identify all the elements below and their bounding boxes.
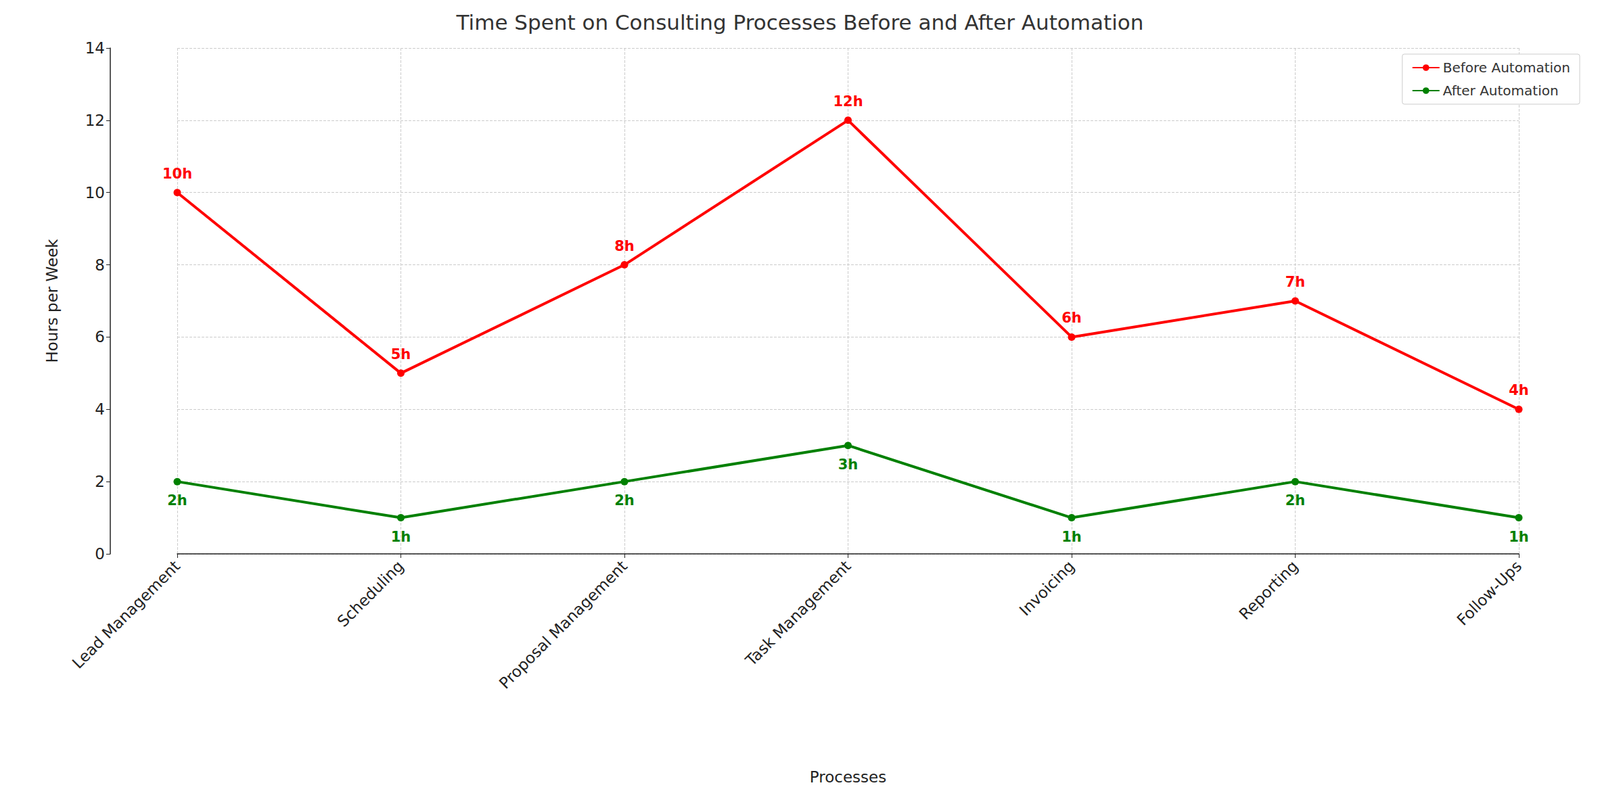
svg-text:8h: 8h <box>614 238 635 255</box>
svg-text:1h: 1h <box>1508 529 1529 546</box>
svg-text:Lead Management: Lead Management <box>69 557 185 673</box>
svg-text:2h: 2h <box>167 492 188 509</box>
svg-text:After Automation: After Automation <box>1443 82 1559 99</box>
svg-text:Invoicing: Invoicing <box>1016 557 1079 620</box>
svg-text:8: 8 <box>94 256 105 274</box>
svg-text:Hours per Week: Hours per Week <box>43 238 61 364</box>
svg-text:6h: 6h <box>1061 309 1082 327</box>
svg-text:Processes: Processes <box>809 768 887 787</box>
svg-text:5h: 5h <box>391 346 412 363</box>
svg-text:6: 6 <box>94 328 105 346</box>
svg-text:Scheduling: Scheduling <box>333 557 407 631</box>
svg-text:2h: 2h <box>614 492 635 509</box>
svg-text:1h: 1h <box>391 529 412 546</box>
svg-text:2h: 2h <box>1285 492 1306 509</box>
svg-text:4h: 4h <box>1508 382 1529 399</box>
svg-text:0: 0 <box>94 545 105 563</box>
svg-text:12: 12 <box>85 111 105 130</box>
svg-text:10: 10 <box>85 184 105 202</box>
svg-text:1h: 1h <box>1061 529 1082 546</box>
svg-text:Proposal Management: Proposal Management <box>495 557 632 693</box>
svg-text:10h: 10h <box>162 165 193 182</box>
svg-text:Reporting: Reporting <box>1235 557 1301 624</box>
svg-text:2: 2 <box>94 472 105 491</box>
svg-text:7h: 7h <box>1285 273 1306 291</box>
svg-text:Task Management: Task Management <box>741 557 854 670</box>
svg-text:3h: 3h <box>838 456 859 473</box>
svg-text:Follow-Ups: Follow-Ups <box>1453 557 1525 630</box>
svg-text:Time Spent on Consulting Proce: Time Spent on Consulting Processes Befor… <box>455 10 1145 35</box>
svg-text:12h: 12h <box>832 93 863 110</box>
svg-text:14: 14 <box>85 39 105 57</box>
svg-text:4: 4 <box>94 400 105 419</box>
svg-text:Before Automation: Before Automation <box>1443 59 1571 76</box>
